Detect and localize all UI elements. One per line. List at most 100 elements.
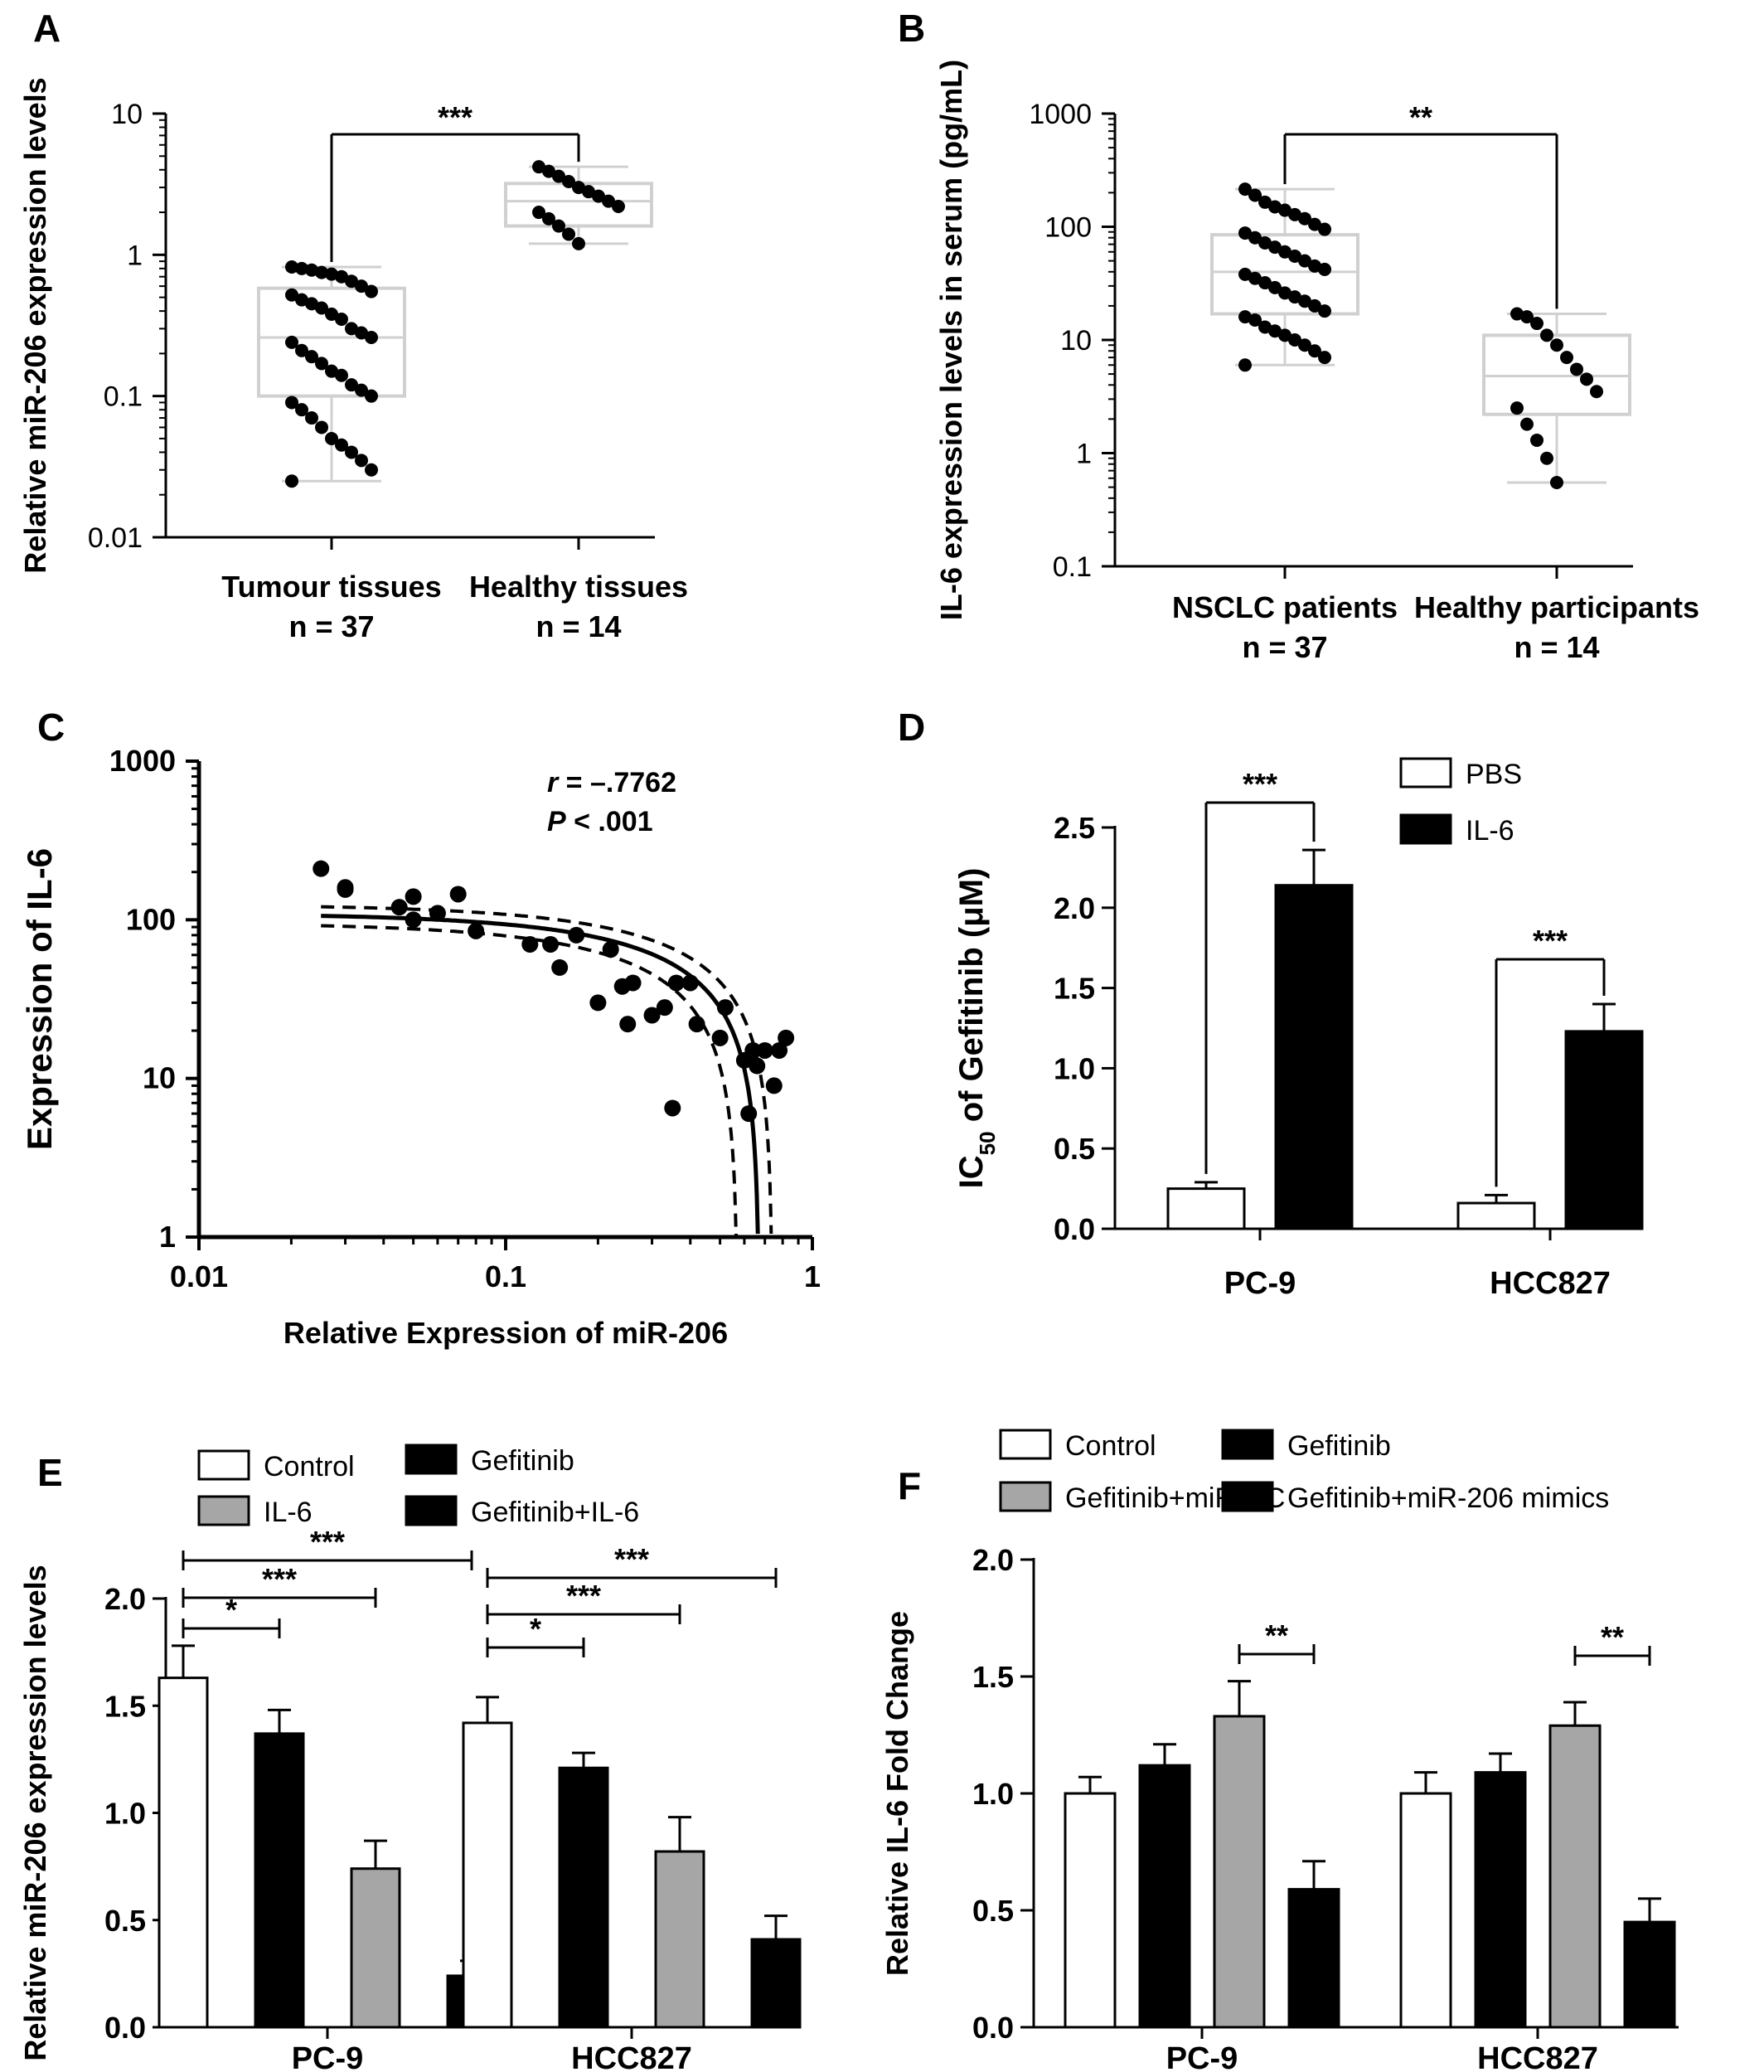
y-tick-label: 1000 bbox=[109, 744, 176, 778]
y-tick-label: 1.5 bbox=[972, 1660, 1014, 1694]
data-point bbox=[365, 463, 378, 477]
data-point bbox=[1560, 351, 1573, 365]
data-point bbox=[568, 926, 585, 944]
category-label: HCC827 bbox=[1477, 2041, 1598, 2072]
y-tick-label: 1.0 bbox=[972, 1777, 1014, 1811]
data-point bbox=[345, 274, 358, 289]
bar bbox=[1564, 1030, 1644, 1230]
n-label: n = 14 bbox=[1514, 630, 1599, 664]
legend-swatch bbox=[999, 1481, 1052, 1512]
x-tick-label: 0.01 bbox=[170, 1259, 228, 1293]
panel-label-a: A bbox=[33, 7, 61, 50]
data-point bbox=[552, 219, 565, 233]
category-label: NSCLC patients bbox=[1172, 590, 1398, 624]
y-tick-label: 100 bbox=[1044, 212, 1092, 244]
data-point bbox=[1540, 451, 1553, 465]
data-point bbox=[1268, 324, 1282, 338]
data-point bbox=[345, 445, 358, 459]
legend-swatch bbox=[999, 1429, 1052, 1460]
data-point bbox=[315, 357, 328, 371]
data-point bbox=[1288, 207, 1301, 221]
y-axis-title-f: Relative IL-6 Fold Change bbox=[880, 1611, 914, 1976]
data-point bbox=[624, 974, 642, 992]
significance-label: * bbox=[225, 1593, 237, 1627]
data-point bbox=[325, 267, 338, 281]
data-point bbox=[1248, 271, 1262, 285]
data-point bbox=[1298, 254, 1311, 268]
significance-label: * bbox=[530, 1612, 541, 1646]
data-point bbox=[681, 974, 699, 992]
data-point bbox=[295, 343, 308, 357]
data-point bbox=[1520, 417, 1534, 431]
y-axis-title-a: Relative miR-206 expression levels bbox=[18, 77, 52, 573]
data-point bbox=[449, 886, 467, 903]
y-axis-title-d: IC50 of Gefitinib (μM) bbox=[953, 868, 1000, 1189]
data-point bbox=[602, 194, 615, 208]
bar bbox=[1474, 1771, 1527, 2029]
data-point bbox=[295, 261, 308, 275]
legend-swatch bbox=[405, 1444, 458, 1475]
data-point bbox=[1258, 195, 1272, 209]
data-point bbox=[602, 941, 619, 958]
data-point bbox=[1318, 222, 1331, 236]
y-tick-label: 100 bbox=[126, 902, 176, 936]
data-point bbox=[562, 175, 575, 189]
data-point bbox=[365, 330, 378, 344]
category-label: PC-9 bbox=[1166, 2041, 1238, 2072]
data-point bbox=[532, 206, 545, 220]
bar bbox=[558, 1766, 609, 2029]
data-point bbox=[716, 999, 734, 1017]
legend-label: IL-6 bbox=[264, 1497, 313, 1528]
data-point bbox=[667, 974, 685, 992]
legend-label: Control bbox=[264, 1451, 355, 1482]
legend-swatch bbox=[405, 1495, 458, 1526]
data-point bbox=[1570, 362, 1583, 376]
y-tick-label: 10 bbox=[143, 1061, 176, 1095]
data-point bbox=[1238, 267, 1252, 281]
panel-label-e: E bbox=[37, 1451, 63, 1494]
y-tick-label: 1 bbox=[159, 1220, 176, 1254]
data-point bbox=[532, 160, 545, 174]
bar bbox=[350, 1867, 401, 2029]
data-point bbox=[295, 403, 308, 417]
data-point bbox=[1510, 401, 1524, 415]
legend-label: Gefitinib bbox=[1287, 1430, 1391, 1462]
data-point bbox=[1258, 235, 1272, 250]
data-point bbox=[1550, 475, 1563, 489]
y-tick-label: 2.0 bbox=[972, 1543, 1014, 1577]
category-label: PC-9 bbox=[1224, 1266, 1296, 1301]
bar bbox=[654, 1850, 705, 2029]
panel-label-c: C bbox=[37, 706, 65, 749]
data-point bbox=[572, 181, 585, 195]
data-point bbox=[305, 411, 318, 425]
p-annotation: P < .001 bbox=[547, 806, 653, 837]
data-point bbox=[1258, 320, 1272, 334]
legend-swatch bbox=[1399, 757, 1452, 789]
data-point bbox=[335, 438, 348, 452]
data-point bbox=[355, 383, 368, 397]
data-point bbox=[1550, 338, 1563, 352]
x-tick-label: 1 bbox=[804, 1259, 821, 1293]
y-tick-label: 0.5 bbox=[104, 1904, 146, 1938]
data-point bbox=[405, 888, 422, 905]
category-label: HCC827 bbox=[571, 2041, 692, 2072]
y-tick-label: 1.5 bbox=[1054, 972, 1095, 1006]
category-label: PC-9 bbox=[292, 2041, 364, 2072]
legend-label: Gefitinib+miR-206 mimics bbox=[1287, 1482, 1609, 1514]
x-axis-title-c: Relative Expression of miR-206 bbox=[284, 1316, 728, 1350]
data-point bbox=[405, 911, 422, 929]
bar bbox=[1456, 1201, 1536, 1230]
y-tick-label: 1.5 bbox=[104, 1689, 146, 1723]
data-point bbox=[1298, 294, 1311, 308]
legend-label: PBS bbox=[1466, 759, 1522, 790]
y-axis-title-e: Relative miR-206 expression levels bbox=[18, 1565, 52, 2060]
data-point bbox=[589, 994, 607, 1012]
data-point bbox=[1238, 310, 1252, 324]
bar bbox=[1166, 1187, 1246, 1230]
data-point bbox=[355, 279, 368, 294]
data-point bbox=[582, 185, 595, 199]
bar bbox=[1623, 1920, 1676, 2029]
y-tick-label: 0.0 bbox=[1054, 1212, 1095, 1246]
panel-label-d: D bbox=[898, 706, 925, 749]
y-tick-label: 0.0 bbox=[104, 2011, 146, 2045]
